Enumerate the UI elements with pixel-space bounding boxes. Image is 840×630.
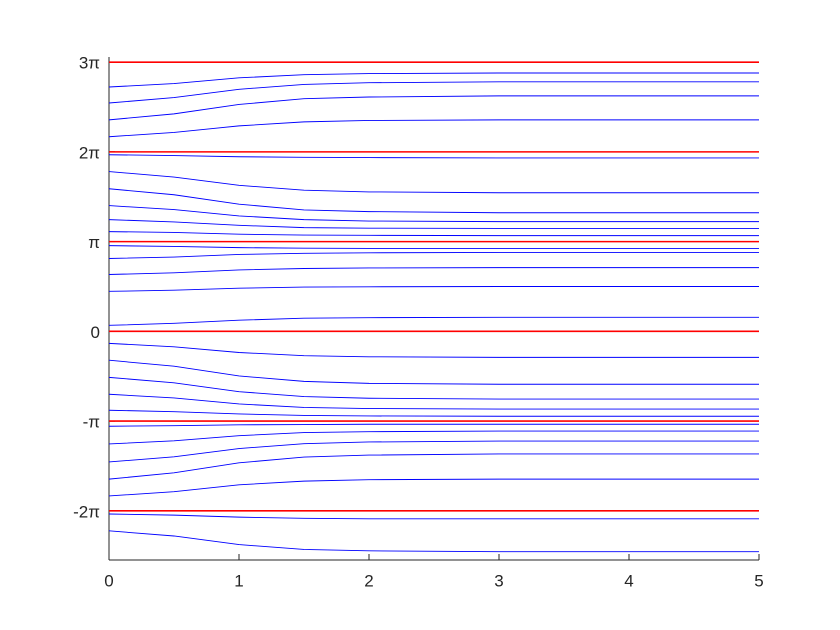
series-line bbox=[108, 316, 759, 326]
series-line bbox=[108, 219, 759, 229]
y-tick-label: π bbox=[88, 233, 100, 252]
series-line bbox=[108, 188, 759, 214]
series-line bbox=[108, 430, 759, 445]
series-line bbox=[108, 513, 759, 520]
series-line bbox=[108, 252, 759, 259]
series-line bbox=[108, 119, 759, 138]
series-line bbox=[108, 409, 759, 417]
x-tick-label: 2 bbox=[364, 571, 373, 590]
series-line bbox=[108, 478, 759, 497]
y-tick-label: 2π bbox=[79, 143, 100, 162]
series-line bbox=[108, 81, 759, 104]
series-line bbox=[108, 205, 759, 223]
y-tick-label: 0 bbox=[91, 323, 100, 342]
x-tick-label: 0 bbox=[104, 571, 113, 590]
series-line bbox=[108, 245, 759, 249]
x-tick-label: 5 bbox=[754, 571, 763, 590]
series-line bbox=[108, 286, 759, 292]
series-line bbox=[108, 267, 759, 275]
series-line bbox=[108, 359, 759, 385]
series-line bbox=[108, 453, 759, 480]
series-line bbox=[108, 393, 759, 410]
series-line bbox=[108, 530, 759, 553]
series-line bbox=[108, 231, 759, 237]
y-tick-label: 3π bbox=[79, 53, 100, 72]
series-line bbox=[108, 95, 759, 121]
x-tick-label: 4 bbox=[624, 571, 633, 590]
x-tick-label: 1 bbox=[234, 571, 243, 590]
series-line bbox=[108, 171, 759, 194]
series-line bbox=[108, 154, 759, 159]
series-line bbox=[108, 72, 759, 88]
series-line bbox=[108, 440, 759, 463]
series-line bbox=[108, 376, 759, 400]
series-line bbox=[108, 342, 759, 358]
y-tick-label: -π bbox=[83, 413, 100, 432]
series-line bbox=[108, 423, 759, 427]
y-tick-label: -2π bbox=[73, 502, 100, 521]
x-tick-label: 3 bbox=[494, 571, 503, 590]
